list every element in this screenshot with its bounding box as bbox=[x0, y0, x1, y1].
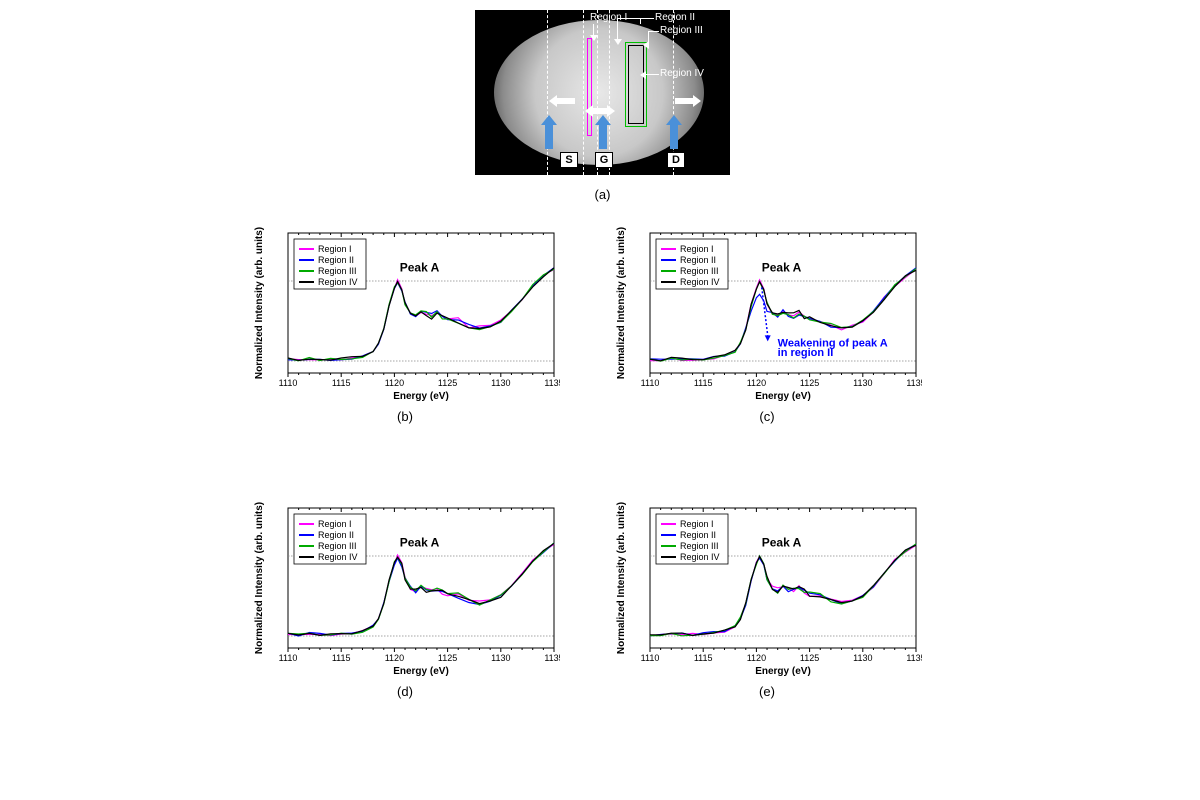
svg-text:1130: 1130 bbox=[853, 378, 872, 388]
svg-text:1120: 1120 bbox=[385, 653, 404, 663]
region-1-box bbox=[587, 38, 592, 136]
chart-c: 1110 1115 1120 1125 1130 1135 Energy (eV) Norma… bbox=[612, 225, 922, 405]
svg-text:1135: 1135 bbox=[906, 653, 922, 663]
arrow-up-s bbox=[545, 125, 553, 149]
svg-text:1120: 1120 bbox=[747, 378, 766, 388]
svg-text:1135: 1135 bbox=[906, 378, 922, 388]
svg-text:1125: 1125 bbox=[800, 378, 819, 388]
svg-text:Region IV: Region IV bbox=[318, 277, 358, 287]
svg-text:Peak A: Peak A bbox=[762, 535, 802, 549]
svg-text:Region II: Region II bbox=[680, 530, 716, 540]
svg-text:Region I: Region I bbox=[680, 244, 714, 254]
svg-text:Normalized Intensity (arb. uni: Normalized Intensity (arb. units) bbox=[616, 502, 627, 654]
leader-r3-arrow bbox=[643, 41, 649, 49]
svg-text:1125: 1125 bbox=[438, 378, 457, 388]
svg-text:Region I: Region I bbox=[318, 519, 352, 529]
label-region-2: Region II bbox=[655, 12, 695, 23]
svg-text:1110: 1110 bbox=[279, 378, 298, 388]
panel-a-image: Region I Region II Region III Region IV … bbox=[475, 10, 730, 175]
tag-g: G bbox=[595, 152, 613, 168]
panel-a: Region I Region II Region III Region IV … bbox=[475, 10, 730, 202]
chart-d: 1110 1115 1120 1125 1130 1135 Energy (eV) Norma… bbox=[250, 500, 560, 680]
svg-text:Region III: Region III bbox=[680, 266, 719, 276]
svg-text:1110: 1110 bbox=[641, 653, 660, 663]
svg-text:1115: 1115 bbox=[694, 378, 713, 388]
dash-s-left bbox=[547, 10, 548, 175]
chart-b: 1110 1115 1120 1125 1130 1135 Energy (eV) Norma… bbox=[250, 225, 560, 405]
svg-text:Region I: Region I bbox=[680, 519, 714, 529]
leader-r2-v1 bbox=[640, 18, 641, 24]
panel-a-label: (a) bbox=[475, 187, 730, 202]
svg-text:Normalized Intensity (arb. uni: Normalized Intensity (arb. units) bbox=[254, 502, 265, 654]
label-region-4: Region IV bbox=[660, 68, 704, 79]
svg-text:1125: 1125 bbox=[800, 653, 819, 663]
leader-r1-arrow bbox=[590, 35, 598, 41]
leader-r3-h bbox=[648, 31, 659, 32]
svg-text:Region IV: Region IV bbox=[318, 552, 358, 562]
svg-text:Peak A: Peak A bbox=[400, 535, 440, 549]
svg-text:Energy (eV): Energy (eV) bbox=[755, 391, 811, 402]
leader-r2-arrow bbox=[614, 39, 622, 45]
svg-text:Normalized Intensity (arb. uni: Normalized Intensity (arb. units) bbox=[616, 227, 627, 379]
svg-text:1130: 1130 bbox=[491, 653, 510, 663]
svg-text:1135: 1135 bbox=[544, 378, 560, 388]
svg-text:1125: 1125 bbox=[438, 653, 457, 663]
svg-text:Peak A: Peak A bbox=[762, 260, 802, 274]
svg-text:Energy (eV): Energy (eV) bbox=[393, 666, 449, 677]
svg-text:1110: 1110 bbox=[641, 378, 660, 388]
panel-c-label: (c) bbox=[612, 409, 922, 424]
svg-text:Region II: Region II bbox=[318, 255, 354, 265]
label-region-3: Region III bbox=[660, 25, 703, 36]
svg-text:Region I: Region I bbox=[318, 244, 352, 254]
svg-text:1130: 1130 bbox=[491, 378, 510, 388]
svg-text:1120: 1120 bbox=[747, 653, 766, 663]
region-4-box bbox=[628, 45, 644, 124]
arrow-d-right bbox=[675, 98, 693, 104]
svg-text:Region III: Region III bbox=[318, 541, 357, 551]
leader-r4-arrow bbox=[640, 71, 646, 79]
panel-d: 1110 1115 1120 1125 1130 1135 Energy (eV) Norma… bbox=[250, 500, 560, 699]
svg-text:1130: 1130 bbox=[853, 653, 872, 663]
svg-text:Region IV: Region IV bbox=[680, 277, 720, 287]
leader-r2-v2 bbox=[617, 18, 618, 40]
leader-r2-h2 bbox=[617, 18, 640, 19]
arrow-up-d bbox=[670, 125, 678, 149]
svg-text:1110: 1110 bbox=[279, 653, 298, 663]
svg-text:1115: 1115 bbox=[332, 378, 351, 388]
svg-text:Region IV: Region IV bbox=[680, 552, 720, 562]
svg-text:in region II: in region II bbox=[778, 347, 834, 359]
svg-text:Normalized Intensity (arb. uni: Normalized Intensity (arb. units) bbox=[254, 227, 265, 379]
tag-s: S bbox=[560, 152, 578, 168]
tag-d: D bbox=[667, 152, 685, 168]
dash-g-right bbox=[609, 10, 610, 175]
svg-text:Peak A: Peak A bbox=[400, 260, 440, 274]
svg-text:Region III: Region III bbox=[318, 266, 357, 276]
chart-e: 1110 1115 1120 1125 1130 1135 Energy (eV) Norma… bbox=[612, 500, 922, 680]
arrow-s-left bbox=[557, 98, 575, 104]
panel-b-label: (b) bbox=[250, 409, 560, 424]
dash-s-right bbox=[583, 10, 584, 175]
arrow-g-both bbox=[593, 108, 607, 114]
panel-b: 1110 1115 1120 1125 1130 1135 Energy (eV) Norma… bbox=[250, 225, 560, 424]
panel-e-label: (e) bbox=[612, 684, 922, 699]
svg-text:Region II: Region II bbox=[680, 255, 716, 265]
svg-text:1115: 1115 bbox=[332, 653, 351, 663]
svg-text:Region III: Region III bbox=[680, 541, 719, 551]
panel-e: 1110 1115 1120 1125 1130 1135 Energy (eV) Norma… bbox=[612, 500, 922, 699]
svg-text:Region II: Region II bbox=[318, 530, 354, 540]
svg-text:1135: 1135 bbox=[544, 653, 560, 663]
leader-r4-h bbox=[645, 74, 659, 75]
svg-text:1115: 1115 bbox=[694, 653, 713, 663]
svg-text:Energy (eV): Energy (eV) bbox=[755, 666, 811, 677]
svg-text:Energy (eV): Energy (eV) bbox=[393, 391, 449, 402]
panel-d-label: (d) bbox=[250, 684, 560, 699]
panel-c: 1110 1115 1120 1125 1130 1135 Energy (eV) Norma… bbox=[612, 225, 922, 424]
arrow-up-g bbox=[599, 125, 607, 149]
svg-text:1120: 1120 bbox=[385, 378, 404, 388]
leader-r2-h bbox=[640, 18, 654, 19]
